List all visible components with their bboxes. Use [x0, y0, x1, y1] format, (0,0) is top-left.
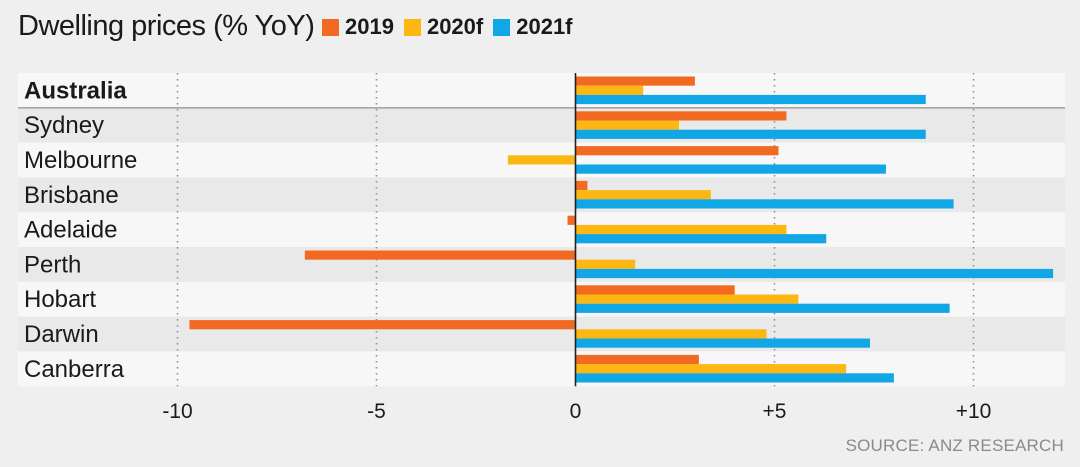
bar-perth-2019	[304, 250, 576, 260]
bar-brisbane-2021f	[575, 199, 954, 209]
category-label: Australia	[24, 77, 127, 104]
bar-sydney-2019	[575, 111, 787, 121]
legend-swatch	[322, 18, 339, 36]
legend-swatch	[493, 18, 511, 36]
bar-australia-2019	[575, 76, 695, 86]
bar-sydney-2021f	[575, 129, 926, 139]
legend-label: 2020f	[426, 14, 484, 39]
bar-melbourne-2019	[575, 146, 779, 156]
bar-australia-2021f	[575, 94, 926, 105]
category-label: Hobart	[24, 286, 96, 313]
x-tick-label: +5	[763, 400, 787, 423]
bar-darwin-2019	[189, 320, 576, 330]
bar-hobart-2020f	[575, 294, 799, 304]
row-band	[18, 351, 1065, 387]
bar-hobart-2021f	[575, 303, 950, 313]
bar-darwin-2021f	[575, 338, 871, 348]
legend: 2019 2020f 2021f	[322, 14, 573, 40]
legend-swatch	[403, 18, 421, 36]
legend-label: 2021f	[516, 14, 573, 39]
bar-canberra-2020f	[575, 364, 847, 374]
bar-canberra-2019	[575, 354, 699, 365]
legend-item-2021f: 2021f	[493, 14, 573, 40]
chart-title: Dwelling prices (% YoY)	[18, 10, 315, 42]
bar-hobart-2019	[575, 285, 735, 295]
bar-sydney-2020f	[575, 120, 679, 130]
category-label: Canberra	[24, 356, 125, 383]
bar-australia-2020f	[575, 85, 644, 95]
bar-adelaide-2020f	[575, 224, 787, 235]
bar-adelaide-2021f	[575, 234, 827, 244]
category-label: Sydney	[24, 112, 104, 139]
legend-item-2019: 2019	[322, 14, 394, 40]
row-band	[18, 212, 1065, 247]
bar-melbourne-2021f	[575, 164, 886, 174]
source-note: SOURCE: ANZ RESEARCH	[845, 436, 1064, 455]
bar-perth-2020f	[575, 259, 636, 269]
legend-item-2020f: 2020f	[403, 14, 484, 40]
legend-label: 2019	[345, 14, 394, 39]
category-label: Adelaide	[24, 217, 117, 244]
bar-melbourne-2020f	[507, 155, 576, 165]
bar-brisbane-2020f	[575, 190, 711, 200]
category-label: Perth	[24, 251, 81, 278]
bar-perth-2021f	[575, 268, 1054, 279]
x-tick-label: -5	[367, 400, 386, 423]
category-label: Melbourne	[24, 147, 137, 174]
x-tick-label: +10	[956, 400, 992, 423]
bar-canberra-2021f	[575, 373, 894, 383]
bar-brisbane-2019	[575, 180, 588, 191]
bar-adelaide-2019	[567, 215, 576, 225]
category-label: Brisbane	[24, 182, 119, 209]
category-label: Darwin	[24, 321, 99, 348]
x-tick-label: 0	[570, 400, 582, 423]
bar-darwin-2020f	[575, 329, 767, 339]
x-tick-label: -10	[162, 400, 192, 423]
